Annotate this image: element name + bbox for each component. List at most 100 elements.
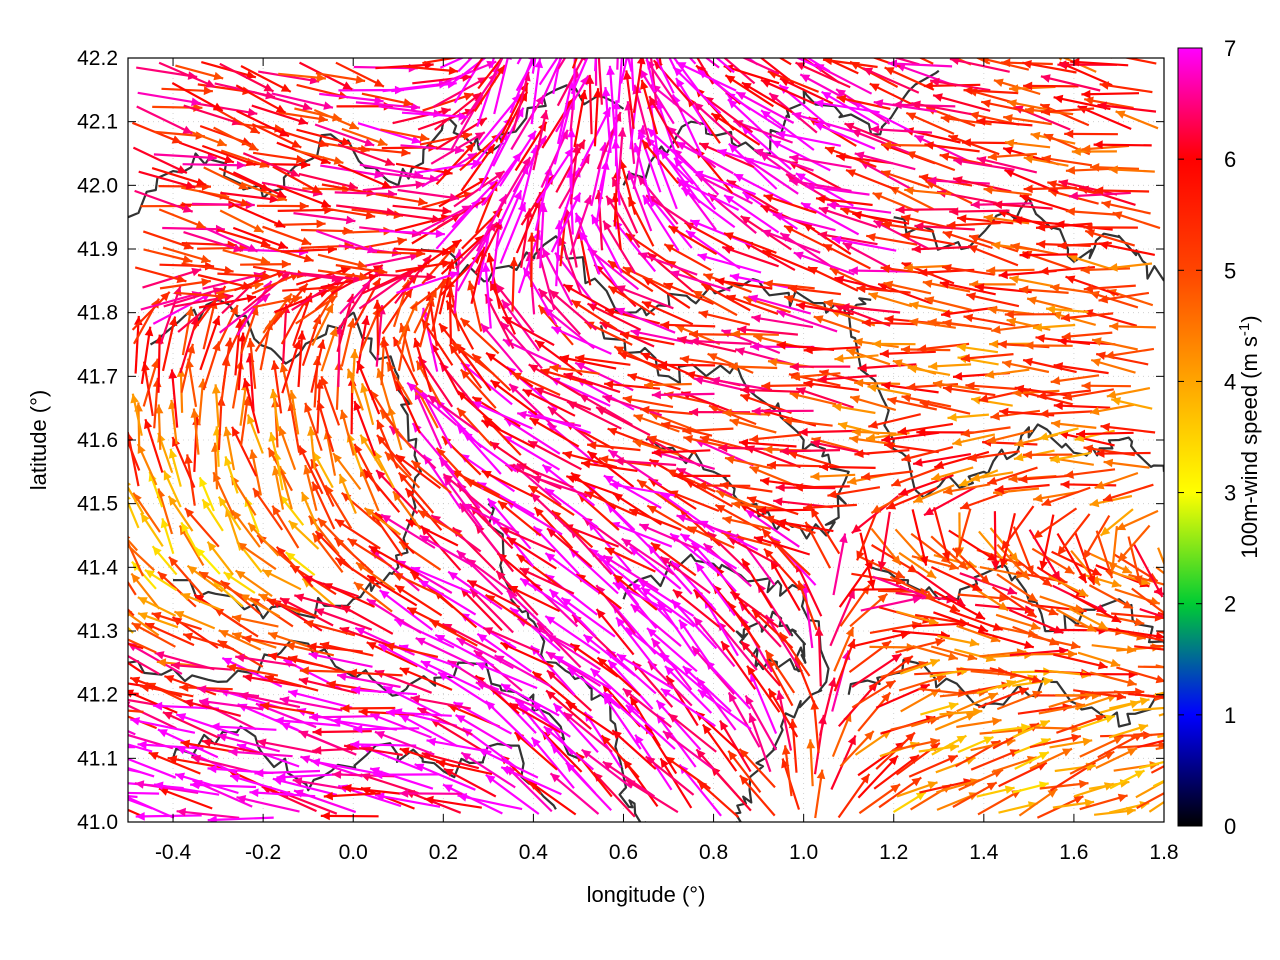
wind-arrow-head <box>347 318 356 329</box>
wind-arrow <box>833 626 855 672</box>
wind-arrow-shaft <box>678 763 722 817</box>
wind-arrow-shaft <box>323 792 381 798</box>
wind-arrow-head <box>467 153 477 162</box>
wind-arrow <box>527 440 582 471</box>
wind-arrow <box>311 532 344 573</box>
wind-arrow <box>303 619 356 637</box>
wind-arrow-head <box>1001 540 1011 550</box>
wind-arrow <box>545 633 602 671</box>
wind-arrow <box>131 560 157 590</box>
wind-arrow <box>269 388 280 432</box>
wind-arrow-head <box>731 329 741 339</box>
wind-arrow-head <box>320 199 331 208</box>
wind-arrow-head <box>520 578 531 587</box>
wind-arrow-head <box>426 737 437 747</box>
wind-arrow-head <box>294 593 305 602</box>
wind-arrow-head <box>911 244 921 254</box>
wind-arrow-head <box>1057 241 1067 250</box>
wind-arrow <box>484 593 532 627</box>
wind-arrow-head <box>612 730 622 740</box>
wind-arrow <box>550 192 582 253</box>
wind-arrow-shaft <box>946 221 1001 227</box>
wind-arrow-shaft <box>519 577 577 616</box>
wind-arrow-head <box>606 195 615 206</box>
wind-arrow <box>669 270 731 292</box>
wind-arrow-head <box>583 634 594 644</box>
wind-arrow <box>787 284 842 296</box>
wind-arrow-head <box>977 624 988 633</box>
wind-arrow-head <box>660 556 671 566</box>
wind-arrow-head <box>852 210 862 220</box>
wind-arrow-head <box>246 294 257 303</box>
wind-arrow-head <box>924 507 934 516</box>
wind-arrow-head <box>522 389 533 398</box>
wind-arrow-shaft <box>857 741 906 777</box>
wind-arrow-head <box>692 290 703 299</box>
wind-arrow-head <box>1097 620 1108 629</box>
wind-arrow-head <box>217 733 228 742</box>
wind-arrow-shaft <box>442 475 483 529</box>
wind-arrow <box>532 525 580 575</box>
wind-arrow-head <box>211 384 221 394</box>
wind-arrow-head <box>949 207 959 216</box>
wind-arrow-head <box>476 662 486 671</box>
wind-arrow <box>249 788 316 798</box>
wind-arrow <box>939 280 996 296</box>
wind-arrow-shaft <box>763 547 802 591</box>
wind-arrow-shaft <box>357 253 420 269</box>
wind-arrow <box>374 511 415 555</box>
wind-arrow-head <box>1032 323 1043 332</box>
wind-arrow-head <box>254 768 264 778</box>
wind-arrow-head <box>1165 704 1174 713</box>
wind-arrow-head <box>787 284 798 294</box>
wind-arrow-head <box>630 696 639 707</box>
wind-arrow-head <box>486 253 495 263</box>
wind-arrow-head <box>986 266 996 275</box>
wind-arrow-shaft <box>826 203 892 214</box>
wind-arrow <box>497 500 542 537</box>
wind-arrow <box>276 184 332 208</box>
wind-arrow-shaft <box>494 283 535 334</box>
wind-arrow-head <box>353 724 363 734</box>
wind-arrow-head <box>262 569 273 578</box>
wind-arrow-shaft <box>297 330 304 388</box>
wind-arrow-head <box>1013 452 1024 462</box>
wind-arrow <box>1131 587 1164 618</box>
wind-arrow <box>909 301 953 314</box>
wind-arrow <box>567 128 576 195</box>
wind-arrow <box>589 667 640 715</box>
wind-arrow-head <box>443 784 453 793</box>
wind-arrow-head <box>729 273 740 282</box>
wind-arrow-head <box>664 244 675 253</box>
wind-arrow-head <box>966 560 977 569</box>
wind-arrow-shaft <box>414 389 443 450</box>
wind-arrow <box>268 431 282 472</box>
wind-arrow-head <box>153 701 163 711</box>
wind-arrow-head <box>693 616 703 627</box>
wind-arrow-head <box>201 738 212 747</box>
contour-line <box>735 610 807 673</box>
wind-arrow-head <box>410 566 421 575</box>
wind-arrow-head <box>399 747 410 756</box>
wind-arrow-head <box>472 396 483 406</box>
wind-arrow-head <box>907 564 918 573</box>
wind-arrow-head <box>740 393 751 402</box>
wind-arrow-head <box>608 660 618 670</box>
wind-arrow <box>530 736 575 789</box>
wind-arrow <box>996 543 1031 581</box>
wind-arrow-head <box>801 202 812 212</box>
wind-arrow-head <box>796 387 807 396</box>
wind-arrow <box>685 229 741 270</box>
wind-arrow <box>511 371 561 397</box>
wind-arrow-head <box>784 225 795 234</box>
wind-arrow-head <box>990 411 1000 421</box>
wind-arrow-shaft <box>619 332 675 346</box>
wind-arrow-shaft <box>546 527 593 568</box>
wind-arrow-head <box>789 362 799 372</box>
wind-arrow-shaft <box>527 484 575 517</box>
wind-arrow <box>162 470 182 508</box>
wind-arrow <box>899 658 941 675</box>
wind-arrow <box>399 713 459 748</box>
wind-arrow-head <box>397 237 407 246</box>
wind-arrow <box>672 588 720 628</box>
